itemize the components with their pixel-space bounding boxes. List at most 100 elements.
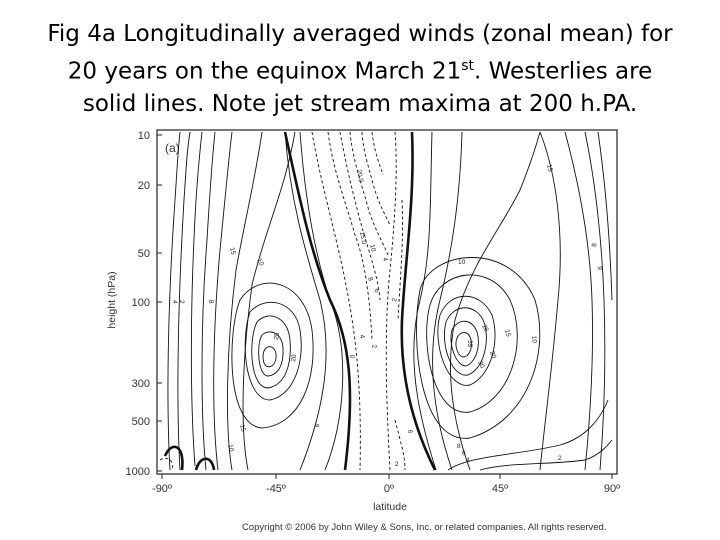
contour-label: 4 (466, 457, 470, 464)
contour-label: 10 (458, 259, 466, 266)
contour-line (447, 399, 609, 471)
contour-label: 10 (368, 244, 377, 253)
panel-label: (a) (165, 141, 180, 155)
zero-contour-line (194, 457, 216, 471)
contour-line (258, 331, 284, 377)
x-tick-minus-90: -90º (152, 483, 172, 495)
y-tick-20: 20 (138, 180, 150, 192)
dashed-contour-line (385, 131, 397, 471)
contour-label: 4 (171, 300, 178, 304)
title-line-1: Fig 4a Longitudinally averaged winds (zo… (47, 21, 673, 47)
contour-label: 8 (457, 443, 461, 450)
contour-line (167, 131, 181, 471)
y-tick-10: 10 (138, 130, 150, 142)
easterly-contours (159, 131, 406, 471)
contour-line (231, 282, 314, 429)
y-tick-1000: 1000 (126, 466, 150, 478)
contour-line (251, 315, 291, 389)
contour-label: 6 (314, 422, 322, 429)
contour-label: 2 (370, 344, 378, 349)
copyright-notice: Copyright © 2006 by John Wiley & Sons, I… (242, 522, 607, 533)
x-axis (161, 474, 613, 479)
contour-label: 6 (372, 288, 380, 295)
title-superscript: st (461, 58, 475, 74)
contour-label: 15 (228, 247, 237, 256)
zero-wind-contours (163, 131, 437, 471)
contour-line (479, 439, 613, 471)
contour-line (244, 301, 302, 401)
contour-labels: 15 10 8 4 2 25 20 15 10 6 20.0 15.0 10 4… (171, 164, 604, 468)
contour-line (227, 131, 263, 471)
contour-label: 4 (381, 257, 389, 263)
contour-line (426, 274, 518, 413)
contour-label: 15.0 (358, 231, 367, 245)
contour-label: 20 (488, 350, 497, 360)
contour-label: 6 (462, 450, 466, 457)
y-axis (157, 134, 162, 472)
contour-line (564, 131, 593, 471)
dashed-contour-line (339, 131, 381, 301)
dashed-contour-line (327, 131, 373, 341)
contour-label: 2 (178, 300, 185, 304)
dashed-contour-line (397, 199, 403, 321)
x-axis-label: latitude (373, 501, 407, 513)
contour-label: 25 (273, 332, 281, 341)
plot-frame (156, 129, 618, 475)
y-tick-50: 50 (138, 248, 150, 260)
contour-label: 8 (591, 243, 598, 248)
dashed-contour-line (349, 131, 389, 256)
contour-label: 10 (255, 258, 265, 268)
zero-contour-line (163, 445, 184, 471)
contour-label: 35 (466, 340, 473, 348)
dashed-contour-line (371, 131, 384, 176)
zero-contour-line (400, 131, 437, 471)
y-axis-label: height (hPa) (106, 271, 118, 328)
contour-label: 10 (226, 444, 235, 453)
contour-label: 10 (530, 336, 538, 344)
contour-line (413, 131, 437, 471)
y-tick-300: 300 (132, 378, 150, 390)
contour-line (262, 346, 277, 368)
contour-line (416, 257, 541, 439)
slide-title: Fig 4a Longitudinally averaged winds (zo… (20, 18, 700, 120)
title-line-2-tail: . Westerlies are (474, 58, 653, 85)
y-tick-500: 500 (132, 416, 150, 428)
x-tick-90: 90º (604, 483, 620, 495)
contour-label: 4 (358, 334, 366, 339)
contour-label: 15 (545, 164, 554, 173)
contour-line (284, 131, 327, 471)
contour-label: 8 (207, 300, 214, 305)
contour-line (455, 332, 472, 358)
dashed-contour-line (361, 131, 391, 226)
westerly-contours (167, 131, 613, 471)
contour-line (213, 131, 233, 471)
contour-line (539, 131, 561, 471)
contour-line (449, 131, 541, 471)
contour-label: 30 (476, 360, 486, 370)
y-tick-100: 100 (132, 297, 150, 309)
contour-line (177, 131, 191, 471)
x-tick-minus-45: -45º (266, 483, 286, 495)
contour-label: 20.0 (355, 169, 364, 183)
zero-contour-line (283, 131, 352, 471)
contour-label: 2 (558, 455, 562, 462)
contour-label: 2 (395, 461, 399, 468)
contour-label: 25 (480, 324, 490, 334)
contour-line (201, 131, 216, 471)
dashed-contour-line (311, 131, 361, 471)
contour-line (432, 131, 463, 471)
dashed-contour-line (394, 419, 406, 471)
x-tick-0: 0º (384, 483, 394, 495)
contour-line (597, 131, 613, 301)
contour-line (444, 307, 487, 376)
contour-line (450, 320, 479, 367)
title-line-2: 20 years on the equinox March 21st. West… (20, 50, 700, 88)
contour-label: 15 (238, 424, 247, 433)
contour-line (299, 131, 344, 471)
contour-label: 2 (391, 297, 399, 302)
contour-line (190, 131, 203, 467)
contour-line (242, 131, 296, 471)
title-line-3: solid lines. Note jet stream maxima at 2… (82, 90, 638, 117)
contour-label: 15 (503, 329, 512, 338)
